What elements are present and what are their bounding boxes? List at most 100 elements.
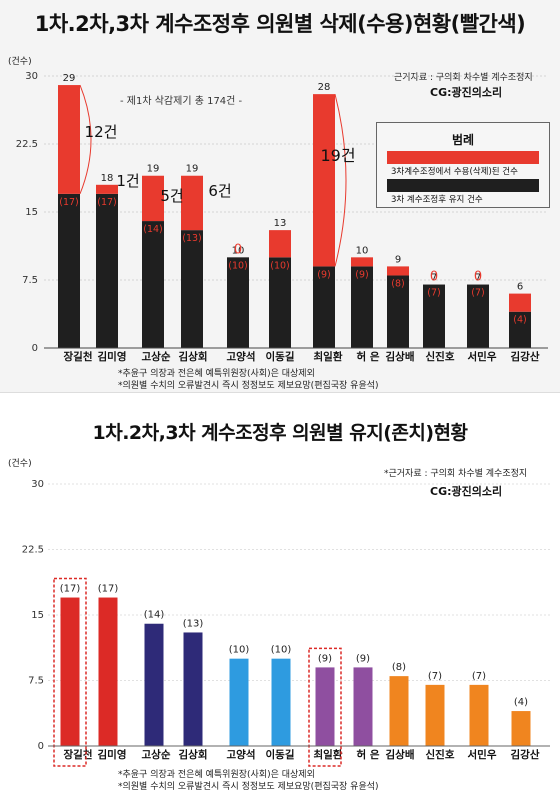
category-label: 김상배 — [386, 350, 415, 363]
total-label: 19 — [147, 164, 160, 175]
bar-kept — [351, 266, 373, 348]
bar-kept — [58, 193, 80, 348]
y-tick-label: 22.5 — [22, 545, 44, 556]
category-label: 이동길 — [266, 748, 295, 761]
bar-kept — [181, 230, 203, 348]
kept-label: (7) — [471, 288, 484, 299]
bar-kept — [98, 597, 118, 746]
kept-label: (10) — [270, 260, 290, 271]
bar-kept — [229, 658, 249, 746]
bar-deleted — [351, 257, 373, 267]
total-label: 7 — [475, 273, 481, 284]
zero-label: 0 — [430, 270, 438, 285]
total-label: 10 — [356, 245, 369, 256]
category-label: 김상배 — [386, 748, 415, 761]
total-label: 7 — [431, 273, 437, 284]
bar-kept — [271, 658, 291, 746]
y-tick-label: 0 — [38, 741, 44, 752]
kept-label: (9) — [355, 269, 368, 280]
highlight-box — [308, 647, 342, 767]
y-tick-label: 7.5 — [28, 676, 44, 687]
total-label: 18 — [101, 173, 114, 184]
deleted-count-annotation: 12건 — [85, 123, 118, 141]
y-axis-label: (건수) — [8, 458, 32, 469]
category-label: 김상회 — [179, 350, 208, 363]
value-label: (17) — [98, 584, 119, 595]
chart-title: 1차.2차,3차 계수조정후 의원별 유지(존치)현황 — [92, 422, 468, 444]
category-label: 허 은 — [357, 748, 380, 761]
total-label: 9 — [395, 254, 401, 265]
bar-kept — [269, 257, 291, 348]
y-tick-label: 7.5 — [22, 275, 38, 286]
value-label: (10) — [229, 645, 250, 656]
category-label: 김미영 — [98, 748, 127, 761]
kept-label: (10) — [228, 260, 248, 271]
bar-kept — [313, 266, 335, 348]
kept-label: (4) — [513, 315, 526, 326]
category-label: 고상순 — [142, 748, 171, 761]
kept-label: (17) — [97, 197, 117, 208]
value-label: (7) — [428, 671, 442, 682]
category-label: 장길천 — [64, 748, 93, 761]
legend: 범례 3차계수조정에서 수용(삭제)된 건수 3차 계수조정후 유지 건수 — [376, 122, 550, 208]
value-label: (14) — [144, 610, 165, 621]
category-label: 고상순 — [142, 350, 171, 363]
bar-kept — [142, 221, 164, 348]
value-label: (9) — [318, 653, 332, 664]
zero-label: 0 — [234, 242, 242, 257]
bar-kept — [183, 632, 203, 746]
bar-kept — [511, 711, 531, 746]
y-tick-label: 30 — [31, 479, 44, 490]
chart-title: 1차.2차,3차 계수조정후 의원별 삭제(수용)현황(빨간색) — [34, 12, 526, 36]
total-label: 29 — [63, 73, 76, 84]
bar-deleted — [387, 266, 409, 276]
kept-label: (8) — [391, 278, 404, 289]
footnote-1: *추윤구 의장과 전은혜 예특위원장(사회)은 대상제외 — [118, 369, 315, 379]
kept-label: (9) — [317, 269, 330, 280]
bar-kept — [469, 684, 489, 746]
kept-label: (7) — [427, 288, 440, 299]
bar-deleted — [58, 85, 80, 194]
bar-kept — [227, 257, 249, 348]
bar-kept — [96, 193, 118, 348]
bar-deleted — [509, 293, 531, 312]
legend-swatch-deleted — [387, 151, 539, 164]
bar-kept — [389, 676, 409, 746]
value-label: (9) — [356, 653, 370, 664]
value-label: (7) — [472, 671, 486, 682]
y-axis-label: (건수) — [8, 56, 32, 67]
deleted-bracket — [79, 84, 92, 195]
footnote-2: *의원별 수치의 오류발견시 즉시 정정보도 제보요망(편집국장 유윤석) — [118, 381, 379, 391]
highlight-box — [53, 577, 87, 767]
bar-deleted — [269, 230, 291, 258]
kept-label: (13) — [182, 233, 202, 244]
legend-label-deleted: 3차계수조정에서 수용(삭제)된 건수 — [391, 167, 518, 177]
bar-kept — [425, 684, 445, 746]
bar-kept — [509, 311, 531, 348]
y-tick-label: 22.5 — [16, 139, 38, 150]
kept-label: (14) — [143, 224, 163, 235]
chart-panel-kept: 1차.2차,3차 계수조정후 의원별 유지(존치)현황 *근거자료 : 구의회 … — [0, 400, 560, 802]
category-label: 고양석 — [227, 748, 256, 761]
chart-panel-deleted: 1차.2차,3차 계수조정후 의원별 삭제(수용)현황(빨간색) 근거자료 : … — [0, 0, 560, 392]
credit-label: CG:광진의소리 — [430, 485, 503, 498]
bar-kept — [423, 284, 445, 348]
value-label: (8) — [392, 662, 406, 673]
bar-kept — [467, 284, 489, 348]
deleted-bracket — [334, 94, 347, 267]
deleted-count-annotation: 1건 — [116, 172, 139, 190]
y-tick-label: 15 — [25, 207, 38, 218]
total-label: 6 — [517, 282, 523, 293]
deleted-count-annotation: 5건 — [160, 187, 183, 205]
bar-deleted — [181, 175, 203, 231]
legend-title: 범례 — [451, 133, 475, 147]
category-label: 최일환 — [314, 350, 343, 363]
category-label: 신진호 — [426, 350, 455, 363]
category-label: 고양석 — [227, 350, 256, 363]
bar-deleted — [96, 184, 118, 194]
first-round-total-note: - 제1차 삭감제기 총 174건 - — [120, 96, 243, 107]
credit-label: CG:광진의소리 — [430, 86, 503, 99]
y-tick-label: 15 — [31, 610, 44, 621]
bar-kept — [387, 275, 409, 348]
y-tick-label: 0 — [32, 343, 38, 354]
